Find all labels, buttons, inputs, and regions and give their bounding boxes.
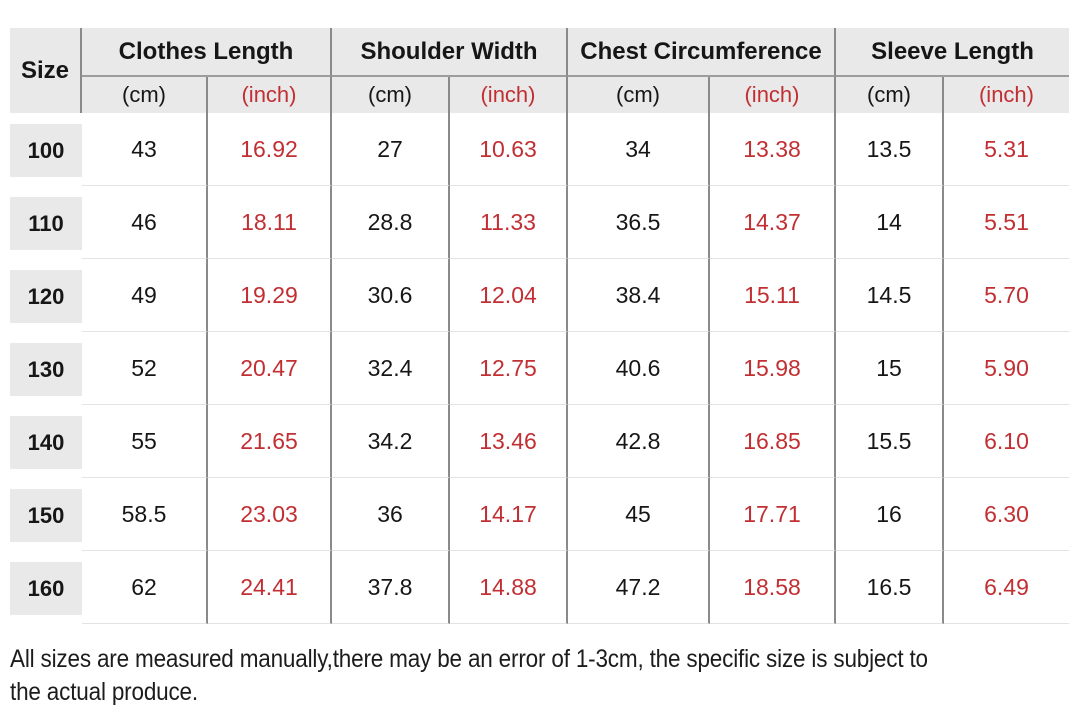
value-cm: 47.2 (568, 551, 710, 624)
table-row: 150 58.5 23.03 36 14.17 45 17.71 16 6.30 (10, 478, 1069, 551)
unit-header-inch: (inch) (208, 77, 332, 113)
value-cm: 14 (836, 186, 944, 259)
group-header-shoulder-width: Shoulder Width (332, 28, 568, 77)
value-cm: 37.8 (332, 551, 450, 624)
value-inch: 5.90 (944, 332, 1069, 405)
value-inch: 23.03 (208, 478, 332, 551)
value-cm: 13.5 (836, 113, 944, 186)
size-label: 150 (10, 489, 82, 542)
value-inch: 15.11 (710, 259, 836, 332)
value-cm: 40.6 (568, 332, 710, 405)
value-inch: 14.17 (450, 478, 568, 551)
value-cm: 55 (82, 405, 208, 478)
value-cm: 49 (82, 259, 208, 332)
size-cell: 100 (10, 113, 82, 186)
value-inch: 19.29 (208, 259, 332, 332)
value-cm: 46 (82, 186, 208, 259)
size-cell: 110 (10, 186, 82, 259)
size-cell: 130 (10, 332, 82, 405)
value-inch: 13.38 (710, 113, 836, 186)
size-label: 130 (10, 343, 82, 396)
value-cm: 28.8 (332, 186, 450, 259)
table-row: 110 46 18.11 28.8 11.33 36.5 14.37 14 5.51 (10, 186, 1069, 259)
note-line: the actual produce. (10, 678, 198, 706)
size-header-cell: Size (10, 28, 82, 113)
value-cm: 15.5 (836, 405, 944, 478)
table-row: 140 55 21.65 34.2 13.46 42.8 16.85 15.5 6.10 (10, 405, 1069, 478)
value-inch: 5.70 (944, 259, 1069, 332)
value-cm: 58.5 (82, 478, 208, 551)
note: All sizes are measured manually,there ma… (10, 643, 1079, 709)
value-cm: 36.5 (568, 186, 710, 259)
group-header-clothes-length: Clothes Length (82, 28, 332, 77)
value-inch: 13.46 (450, 405, 568, 478)
size-cell: 160 (10, 551, 82, 624)
size-cell: 150 (10, 478, 82, 551)
value-cm: 38.4 (568, 259, 710, 332)
value-cm: 42.8 (568, 405, 710, 478)
unit-header-cm: (cm) (332, 77, 450, 113)
size-label: 120 (10, 270, 82, 323)
value-inch: 18.58 (710, 551, 836, 624)
group-header-chest-circumference: Chest Circumference (568, 28, 836, 77)
value-inch: 14.88 (450, 551, 568, 624)
value-inch: 16.85 (710, 405, 836, 478)
value-cm: 30.6 (332, 259, 450, 332)
value-cm: 36 (332, 478, 450, 551)
size-chart-table: Size Clothes Length Shoulder Width Chest… (10, 28, 1069, 624)
value-cm: 62 (82, 551, 208, 624)
size-label: 110 (10, 197, 82, 250)
note-line: All sizes are measured manually,there ma… (10, 645, 928, 673)
value-cm: 52 (82, 332, 208, 405)
value-inch: 5.51 (944, 186, 1069, 259)
unit-header-cm: (cm) (836, 77, 944, 113)
value-cm: 45 (568, 478, 710, 551)
table-row: 160 62 24.41 37.8 14.88 47.2 18.58 16.5 6.49 (10, 551, 1069, 624)
value-inch: 14.37 (710, 186, 836, 259)
value-inch: 18.11 (208, 186, 332, 259)
value-inch: 21.65 (208, 405, 332, 478)
value-inch: 12.75 (450, 332, 568, 405)
unit-header-inch: (inch) (450, 77, 568, 113)
value-cm: 16.5 (836, 551, 944, 624)
value-inch: 10.63 (450, 113, 568, 186)
table-body: 100 43 16.92 27 10.63 34 13.38 13.5 5.31 110 46 18.… (10, 113, 1069, 624)
size-label: 140 (10, 416, 82, 469)
size-label: 100 (10, 124, 82, 177)
value-inch: 5.31 (944, 113, 1069, 186)
value-inch: 6.49 (944, 551, 1069, 624)
size-label: 160 (10, 562, 82, 615)
unit-header-inch: (inch) (710, 77, 836, 113)
table-row: 130 52 20.47 32.4 12.75 40.6 15.98 15 5.90 (10, 332, 1069, 405)
table-header: Size Clothes Length Shoulder Width Chest… (10, 28, 1069, 113)
value-cm: 15 (836, 332, 944, 405)
value-inch: 6.30 (944, 478, 1069, 551)
unit-header-cm: (cm) (568, 77, 710, 113)
value-cm: 34.2 (332, 405, 450, 478)
size-cell: 120 (10, 259, 82, 332)
unit-header-inch: (inch) (978, 82, 1034, 107)
value-inch: 11.33 (450, 186, 568, 259)
value-cm: 43 (82, 113, 208, 186)
value-inch: 24.41 (208, 551, 332, 624)
value-cm: 14.5 (836, 259, 944, 332)
group-header-sleeve-length: Sleeve Length (836, 28, 1069, 77)
unit-header-cm: (cm) (82, 77, 208, 113)
value-inch: 12.04 (450, 259, 568, 332)
value-inch: 15.98 (710, 332, 836, 405)
size-cell: 140 (10, 405, 82, 478)
value-cm: 27 (332, 113, 450, 186)
table-row: 120 49 19.29 30.6 12.04 38.4 15.11 14.5 5.70 (10, 259, 1069, 332)
value-inch: 6.10 (944, 405, 1069, 478)
value-cm: 34 (568, 113, 710, 186)
value-inch: 20.47 (208, 332, 332, 405)
table-row: 100 43 16.92 27 10.63 34 13.38 13.5 5.31 (10, 113, 1069, 186)
value-inch: 16.92 (208, 113, 332, 186)
value-cm: 32.4 (332, 332, 450, 405)
value-cm: 16 (836, 478, 944, 551)
value-inch: 17.71 (710, 478, 836, 551)
